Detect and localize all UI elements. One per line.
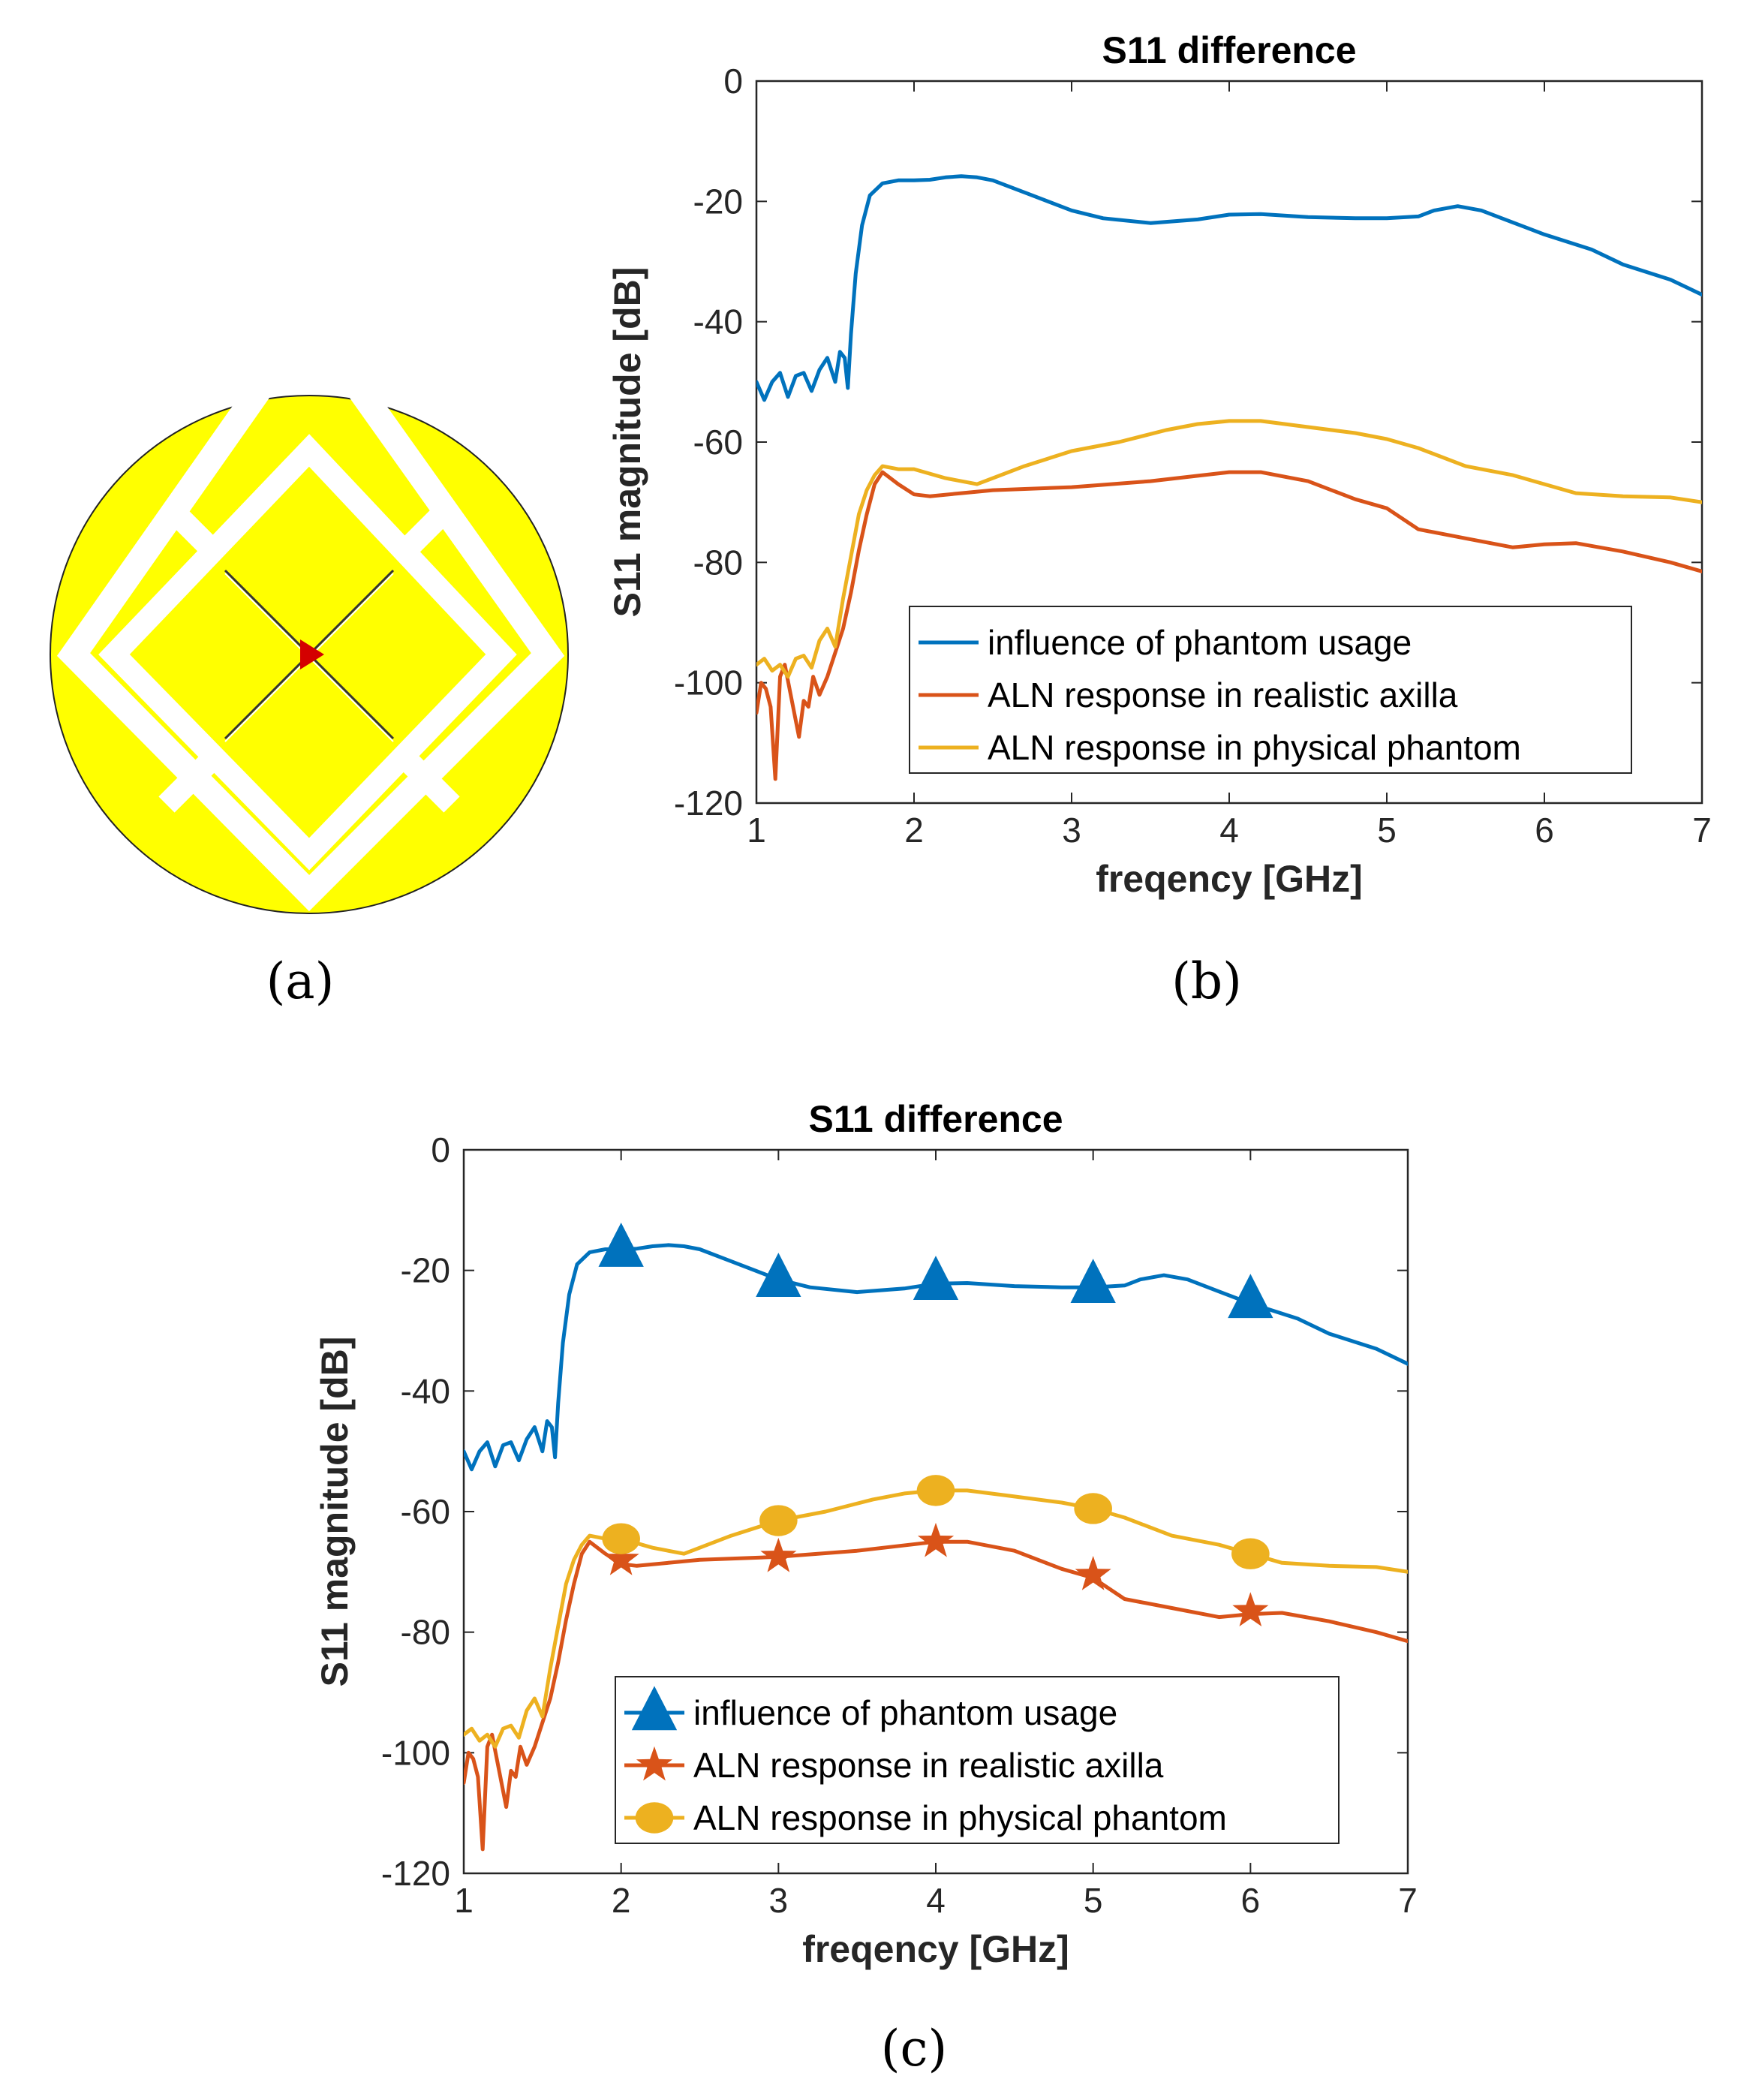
x-tick-label: 4 [926, 1881, 946, 1920]
legend-label-3: ALN response in physical phantom [693, 1798, 1227, 1837]
series-marker-2 [760, 1537, 797, 1572]
y-axis-label: S11 magnitude [dB] [314, 1337, 356, 1687]
x-tick-label: 6 [1535, 811, 1554, 850]
series-marker-2 [1075, 1556, 1111, 1590]
series-marker-3 [1231, 1538, 1270, 1569]
y-tick-label: -40 [693, 302, 743, 341]
series-line-3 [756, 419, 1702, 679]
x-axis-label: freqency [GHz] [802, 1928, 1069, 1970]
series-line-3 [464, 1488, 1408, 1749]
legend: influence of phantom usage ALN response i… [615, 1676, 1340, 1844]
legend-label-1: influence of phantom usage [693, 1693, 1117, 1732]
y-axis-label: S11 magnitude [dB] [606, 267, 648, 618]
legend: influence of phantom usage ALN response i… [909, 606, 1632, 774]
legend-label-1: influence of phantom usage [988, 623, 1412, 662]
antenna-drawing: (a) [50, 296, 569, 1010]
series-marker-2 [917, 1522, 955, 1557]
feed-point [300, 639, 324, 669]
legend-box [909, 606, 1632, 774]
antenna-inner-slot [98, 434, 517, 871]
series-marker-1 [913, 1256, 959, 1300]
series-marker-3 [916, 1475, 955, 1506]
y-tick-label: -60 [693, 423, 743, 462]
legend-label-3: ALN response in physical phantom [988, 728, 1521, 767]
y-tick-label: 0 [431, 1130, 450, 1169]
series-line-1 [464, 1243, 1408, 1472]
antenna-outer-slot [56, 296, 565, 912]
y-tick-label: -80 [693, 543, 743, 582]
y-tick-label: -100 [381, 1733, 450, 1772]
y-tick-label: -80 [401, 1613, 450, 1652]
x-axis-label: freqency [GHz] [1096, 858, 1363, 900]
x-tick-label: 2 [612, 1881, 631, 1920]
x-tick-label: 7 [1398, 1881, 1418, 1920]
x-tick-label: 5 [1084, 1881, 1103, 1920]
series-marker-1 [756, 1253, 801, 1297]
y-tick-label: -120 [381, 1854, 450, 1893]
x-tick-label: 1 [454, 1881, 474, 1920]
legend-marker-3 [635, 1802, 674, 1834]
series-marker-1 [1070, 1259, 1116, 1304]
panel-label-c: (c) [881, 2020, 947, 2077]
x-tick-label: 6 [1241, 1881, 1261, 1920]
y-tick-label: -120 [674, 784, 743, 823]
x-tick-label: 3 [1062, 811, 1081, 850]
y-tick-label: 0 [723, 62, 743, 101]
series-group [464, 1243, 1408, 1852]
legend-box [615, 1676, 1340, 1844]
chart-b: 1 2 3 4 5 6 7 0 -20 -40 -60 -80 -100 -120 S11 differen… [606, 29, 1712, 900]
legend-marker-1 [631, 1686, 678, 1731]
series-marker-2 [1232, 1592, 1269, 1626]
panel-label-a: (a) [266, 952, 335, 1010]
series-line-1 [756, 174, 1702, 402]
x-tick-label: 1 [747, 811, 766, 850]
y-tick-label: -20 [401, 1251, 450, 1290]
chart-c: 1 2 3 4 5 6 7 0 -20 -40 -60 -80 -100 -120 S11 differen… [314, 1098, 1418, 1970]
series-marker-1 [598, 1222, 644, 1267]
series-marker-3 [602, 1523, 640, 1554]
x-tick-label: 3 [769, 1881, 789, 1920]
antenna-arm-slot [398, 751, 460, 813]
series-marker-2 [603, 1541, 639, 1575]
legend-marker-2 [636, 1746, 673, 1781]
series-marker-3 [759, 1505, 798, 1536]
series-line-2 [464, 1539, 1408, 1852]
legend-label-2: ALN response in realistic axilla [988, 675, 1458, 715]
legend-label-2: ALN response in realistic axilla [693, 1746, 1164, 1785]
y-tick-label: -100 [674, 663, 743, 703]
y-tick-label: -20 [693, 182, 743, 221]
panel-label-b: (b) [1171, 952, 1242, 1010]
x-tick-label: 5 [1377, 811, 1397, 850]
y-tick-label: -60 [401, 1492, 450, 1531]
series-marker-1 [1228, 1274, 1273, 1319]
chart-title: S11 difference [1102, 29, 1356, 71]
antenna-arm-slot [158, 751, 220, 813]
antenna-arm-slot [398, 496, 460, 558]
series-marker-3 [1074, 1493, 1112, 1524]
chart-title: S11 difference [808, 1098, 1063, 1140]
series-line-2 [756, 470, 1702, 781]
y-tick-label: -40 [401, 1371, 450, 1410]
series-group [756, 174, 1702, 781]
x-tick-label: 4 [1219, 811, 1239, 850]
x-tick-label: 7 [1692, 811, 1712, 850]
antenna-arm-slot [158, 496, 220, 558]
x-tick-label: 2 [904, 811, 924, 850]
